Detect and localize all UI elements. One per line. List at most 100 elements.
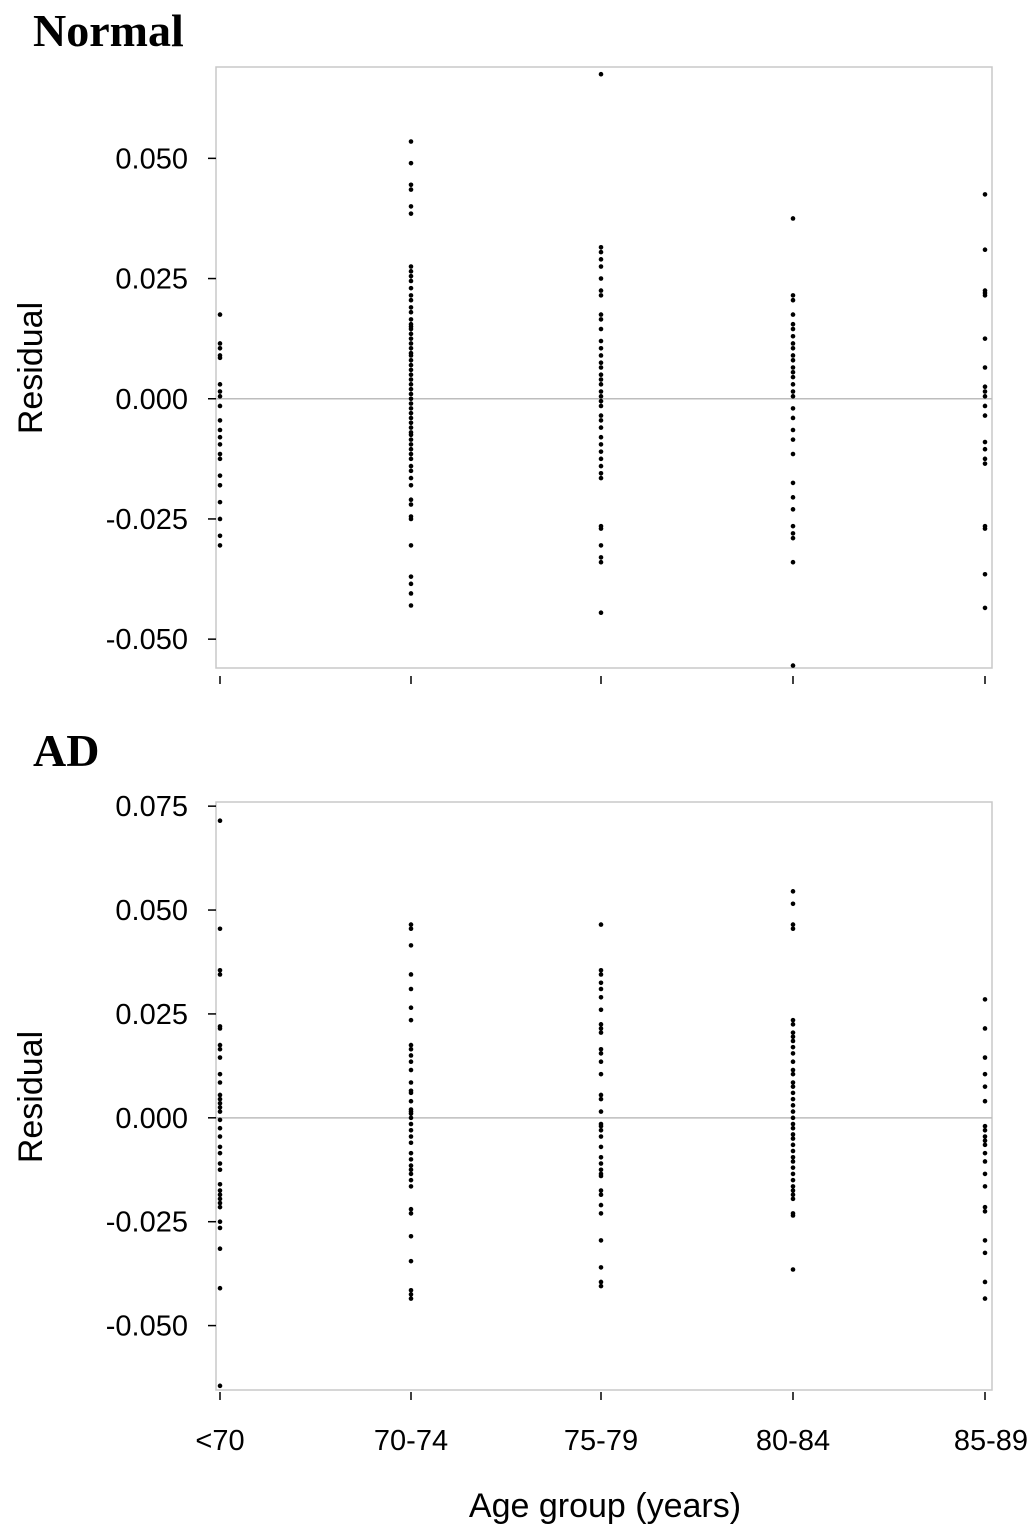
ad-data-point bbox=[790, 1148, 796, 1154]
normal-data-point bbox=[598, 610, 604, 616]
ad-data-point bbox=[598, 1022, 604, 1027]
ad-data-point bbox=[790, 1034, 796, 1040]
normal-data-point bbox=[982, 413, 988, 418]
ad-data-point bbox=[982, 1209, 988, 1214]
normal-data-point bbox=[790, 297, 796, 303]
normal-data-point bbox=[790, 535, 796, 541]
ad-data-point bbox=[790, 1184, 796, 1189]
normal-data-point bbox=[217, 543, 223, 548]
ad-data-point bbox=[408, 1292, 414, 1297]
ad-data-point bbox=[598, 1161, 604, 1166]
normal-data-point bbox=[217, 312, 223, 317]
normal-data-point bbox=[598, 317, 604, 322]
normal-y-tick-label: 0.050 bbox=[115, 143, 188, 175]
normal-data-point bbox=[598, 288, 604, 293]
normal-data-point bbox=[790, 394, 796, 399]
ad-data-point bbox=[408, 1053, 414, 1058]
normal-data-point bbox=[598, 353, 604, 358]
normal-data-point bbox=[982, 384, 988, 390]
ad-data-point bbox=[790, 1038, 796, 1044]
ad-data-point bbox=[408, 972, 414, 977]
normal-data-point bbox=[408, 331, 414, 337]
ad-data-point bbox=[790, 889, 796, 894]
ad-data-point bbox=[598, 1123, 604, 1129]
normal-y-axis-label: Residual bbox=[12, 302, 50, 434]
normal-data-point bbox=[598, 418, 604, 423]
normal-data-point bbox=[598, 360, 604, 365]
normal-data-point bbox=[408, 543, 414, 548]
ad-x-tick-label: 75-79 bbox=[564, 1425, 638, 1457]
normal-data-point bbox=[598, 555, 604, 560]
normal-data-point bbox=[217, 516, 223, 522]
ad-data-point bbox=[217, 1383, 223, 1389]
normal-data-point bbox=[408, 269, 414, 274]
normal-data-point bbox=[408, 211, 414, 216]
ad-data-point bbox=[598, 1144, 604, 1150]
ad-y-tick-label: 0.050 bbox=[115, 895, 188, 927]
normal-data-point bbox=[408, 309, 414, 315]
normal-data-point bbox=[408, 278, 414, 284]
ad-data-point bbox=[982, 1204, 988, 1210]
ad-data-point bbox=[790, 922, 796, 927]
ad-data-point bbox=[217, 1150, 223, 1156]
ad-data-point bbox=[217, 1026, 223, 1031]
ad-data-point bbox=[790, 1188, 796, 1193]
normal-data-point bbox=[598, 293, 604, 298]
ad-data-point bbox=[217, 1285, 223, 1291]
ad-data-point bbox=[408, 1296, 414, 1301]
ad-data-point bbox=[790, 1171, 796, 1177]
ad-data-point bbox=[598, 1202, 604, 1208]
normal-data-point bbox=[217, 451, 223, 457]
ad-data-point bbox=[217, 1080, 223, 1085]
normal-data-point bbox=[790, 437, 796, 442]
ad-y-tick-label: -0.025 bbox=[106, 1207, 188, 1239]
normal-data-point bbox=[408, 182, 414, 188]
ad-data-point bbox=[217, 1105, 223, 1110]
normal-data-point bbox=[598, 543, 604, 548]
normal-data-point bbox=[598, 434, 604, 440]
ad-data-point bbox=[982, 1127, 988, 1133]
normal-data-point bbox=[408, 273, 414, 279]
ad-data-point bbox=[790, 1022, 796, 1027]
normal-data-point bbox=[982, 389, 988, 394]
ad-data-point bbox=[598, 980, 604, 986]
ad-data-point bbox=[217, 1196, 223, 1202]
normal-data-point bbox=[598, 398, 604, 404]
normal-data-point bbox=[217, 382, 223, 387]
ad-data-point bbox=[790, 1121, 796, 1127]
ad-data-point bbox=[598, 1071, 604, 1077]
normal-data-point bbox=[217, 434, 223, 440]
normal-data-point bbox=[217, 482, 223, 488]
normal-data-point bbox=[790, 406, 796, 411]
ad-x-tick-label: 85-89 bbox=[954, 1425, 1028, 1457]
normal-data-point bbox=[408, 336, 414, 341]
normal-data-point bbox=[598, 338, 604, 344]
normal-data-point bbox=[408, 456, 414, 462]
normal-data-point bbox=[408, 187, 414, 192]
normal-data-point bbox=[790, 415, 796, 421]
normal-data-point bbox=[408, 415, 414, 421]
normal-data-point bbox=[598, 276, 604, 281]
ad-data-point bbox=[982, 1150, 988, 1156]
ad-data-point bbox=[408, 1206, 414, 1212]
ad-data-point bbox=[408, 1134, 414, 1139]
normal-data-point bbox=[982, 365, 988, 370]
normal-data-point bbox=[217, 403, 223, 409]
ad-data-point bbox=[598, 1096, 604, 1102]
ad-data-point bbox=[598, 967, 604, 973]
ad-data-point bbox=[982, 997, 988, 1002]
ad-data-point bbox=[790, 1030, 796, 1035]
normal-data-point bbox=[217, 499, 223, 505]
normal-data-point bbox=[408, 410, 414, 416]
normal-data-point bbox=[598, 326, 604, 332]
ad-data-point bbox=[598, 1283, 604, 1289]
normal-data-point bbox=[217, 418, 223, 423]
normal-data-point bbox=[598, 245, 604, 250]
ad-data-point bbox=[598, 1051, 604, 1056]
normal-data-point bbox=[982, 526, 988, 531]
ad-data-point bbox=[217, 1109, 223, 1114]
normal-data-point bbox=[790, 427, 796, 433]
normal-data-point bbox=[982, 336, 988, 341]
normal-data-point bbox=[598, 425, 604, 430]
ad-data-point bbox=[217, 1100, 223, 1106]
